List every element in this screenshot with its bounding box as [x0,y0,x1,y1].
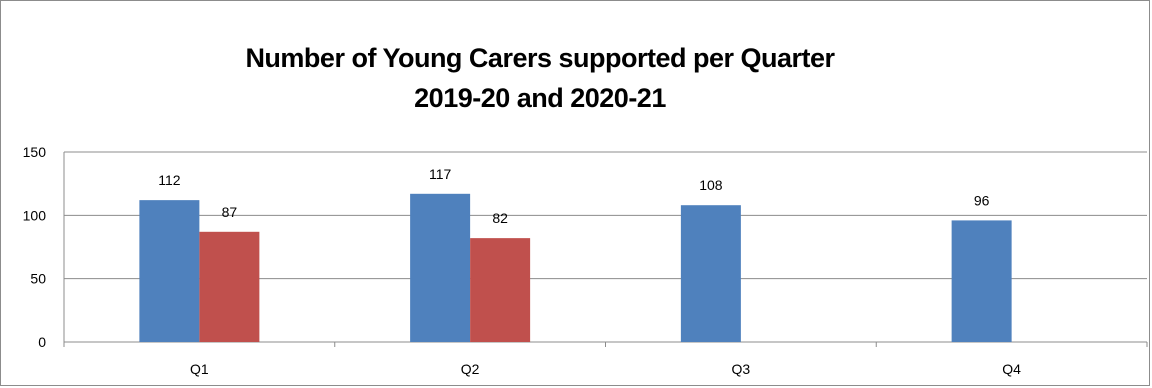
y-tick-label: 50 [30,271,46,287]
bars [139,193,1012,342]
x-tick-label: Q3 [732,361,751,377]
chart-title: Number of Young Carers supported per Qua… [0,38,1080,118]
chart-title-line-1: Number of Young Carers supported per Qua… [245,43,835,73]
data-label: 82 [492,210,508,226]
x-tick-label: Q2 [461,361,480,377]
y-tick-label: 100 [23,207,47,223]
chart-title-line-2: 2019-20 and 2020-21 [414,83,666,113]
bar-series-2-q1 [199,231,260,342]
x-tick-label: Q4 [1002,361,1021,377]
y-tick-label: 0 [38,334,46,350]
y-tick-label: 150 [23,144,47,160]
bar-series-1-q1 [139,200,200,342]
data-label: 108 [699,177,723,193]
data-label: 96 [974,192,990,208]
data-label: 112 [158,172,181,188]
bar-series-1-q2 [410,193,471,342]
x-tick-label: Q1 [190,361,209,377]
bar-series-1-q3 [680,205,741,342]
data-label: 117 [429,166,452,182]
bar-series-1-q4 [951,220,1012,342]
labels: 0 50 100 150 Q1 112 87 Q2 117 82 Q3 108 Q4 96 [23,144,1022,377]
data-label: 87 [222,204,238,220]
bar-series-2-q2 [470,238,531,342]
